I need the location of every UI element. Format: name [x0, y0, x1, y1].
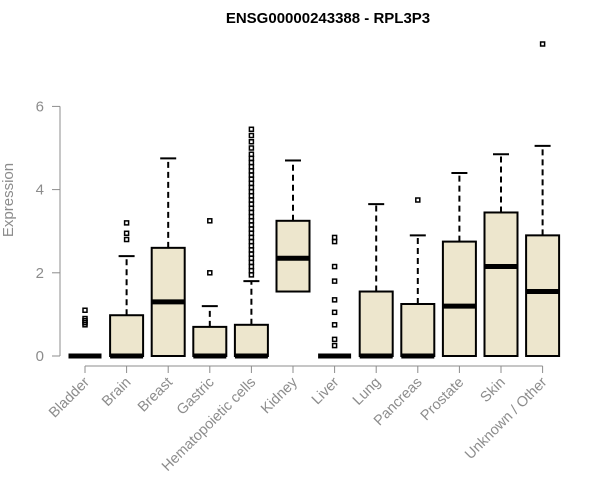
box — [192, 325, 228, 358]
outlier-point — [331, 297, 338, 303]
x-tick-label: Lung — [350, 375, 384, 409]
box — [483, 211, 519, 357]
outlier-point — [248, 251, 255, 257]
y-axis-label: Expression — [0, 163, 17, 237]
y-tick-label: 6 — [36, 98, 44, 115]
outlier-point — [248, 197, 255, 203]
x-tick-label: Breast — [135, 375, 176, 416]
outlier-point — [248, 126, 255, 133]
outlier-point — [539, 41, 546, 47]
outlier-point — [248, 168, 255, 174]
outlier-point — [331, 263, 338, 270]
box — [525, 234, 561, 357]
outlier-point — [248, 230, 255, 237]
outlier-point — [248, 172, 255, 178]
outlier-point — [331, 234, 338, 241]
y-tick-label: 0 — [36, 348, 44, 365]
box-group — [233, 126, 269, 359]
box-group — [483, 153, 519, 357]
outlier-point — [248, 272, 255, 278]
outlier-point — [248, 176, 255, 182]
outlier-point — [123, 220, 130, 226]
box-group — [275, 159, 311, 293]
box-group — [358, 203, 394, 359]
outlier-point — [123, 236, 130, 243]
outlier-point — [248, 234, 255, 241]
box-group — [318, 234, 352, 359]
outlier-point — [248, 238, 255, 245]
box — [358, 290, 394, 357]
outlier-point — [248, 218, 255, 224]
outlier-point — [248, 145, 255, 151]
box-group — [150, 157, 186, 357]
outlier-point — [82, 315, 88, 322]
outlier-point — [248, 226, 255, 232]
y-axis: 0 2 4 6 — [36, 98, 61, 365]
outlier-point — [248, 188, 255, 195]
outlier-point — [331, 238, 338, 245]
outlier-point — [248, 243, 255, 249]
outlier-point — [248, 193, 255, 199]
x-tick-label: Prostate — [418, 375, 467, 424]
outlier-point — [331, 342, 338, 349]
x-tick-label: Kidney — [258, 374, 301, 417]
outlier-point — [248, 222, 255, 228]
outlier-point — [331, 278, 338, 284]
box — [109, 314, 145, 357]
outlier-point — [331, 336, 338, 343]
outlier-point — [248, 267, 255, 274]
box — [400, 303, 436, 357]
x-tick-label: Liver — [309, 374, 343, 408]
outlier-point — [248, 213, 255, 220]
outlier-point — [248, 132, 255, 139]
outlier-point — [248, 209, 255, 216]
outlier-point — [248, 255, 255, 261]
x-tick-label: Bladder — [46, 374, 93, 421]
outlier-point — [248, 184, 255, 191]
chart-title: ENSG00000243388 - RPL3P3 — [226, 10, 430, 27]
outlier-point — [415, 197, 421, 203]
outlier-point — [248, 201, 255, 207]
outlier-point — [82, 307, 88, 313]
box-group — [68, 307, 102, 359]
outlier-point — [207, 218, 213, 224]
outlier-point — [248, 263, 255, 270]
box-series — [68, 41, 561, 359]
outlier-point — [331, 309, 338, 316]
outlier-point — [248, 139, 255, 145]
outlier-point — [248, 151, 255, 157]
outlier-point — [207, 270, 213, 276]
outlier-point — [248, 155, 255, 162]
y-tick-label: 2 — [36, 265, 44, 282]
box-group — [109, 220, 145, 359]
box-group — [525, 41, 561, 357]
y-tick-label: 4 — [36, 182, 44, 199]
box-group — [441, 171, 477, 358]
outlier-point — [248, 247, 255, 253]
box-group — [400, 197, 436, 359]
outlier-point — [248, 159, 255, 166]
box-group — [192, 218, 228, 359]
box — [441, 240, 477, 358]
outlier-point — [248, 205, 255, 212]
outlier-point — [248, 259, 255, 266]
box — [233, 323, 269, 357]
outlier-point — [248, 180, 255, 187]
outlier-point — [123, 230, 130, 237]
x-tick-label: Skin — [478, 375, 509, 406]
outlier-point — [248, 163, 255, 170]
outlier-point — [331, 322, 338, 328]
x-tick-label: Brain — [99, 375, 134, 410]
